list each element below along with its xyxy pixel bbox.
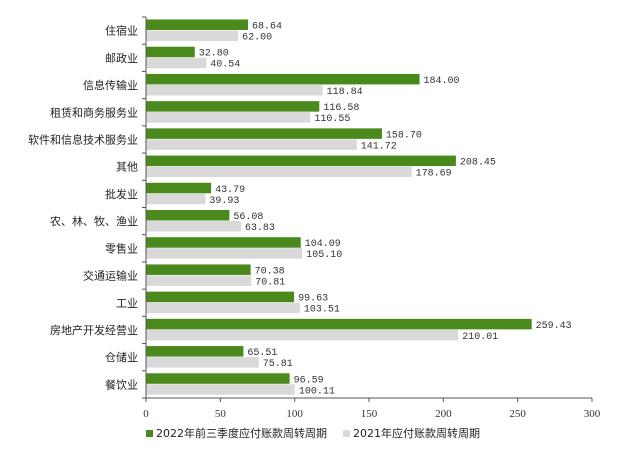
- bar-2021: [146, 302, 300, 314]
- data-label: 32.80: [199, 49, 229, 60]
- bar-2022: [146, 101, 320, 112]
- data-label: 62.00: [242, 33, 272, 44]
- data-label: 39.93: [209, 196, 239, 207]
- x-tick-label: 150: [361, 408, 378, 420]
- bar-2022: [146, 346, 244, 357]
- data-label: 75.81: [263, 359, 293, 370]
- category-label: 租赁和商务服务业: [50, 105, 138, 119]
- data-label: 43.79: [215, 185, 245, 196]
- x-tick-label: 250: [509, 408, 526, 420]
- bar-2022: [146, 264, 251, 275]
- x-tick-label: 100: [286, 408, 303, 420]
- category-label: 零售业: [105, 241, 138, 255]
- data-label: 65.51: [247, 348, 277, 359]
- category-label: 其他: [116, 161, 138, 174]
- bar-2022: [146, 210, 230, 221]
- data-label: 96.59: [294, 375, 324, 386]
- category-label: 住宿业: [105, 24, 138, 38]
- bar-2021: [146, 30, 239, 41]
- category-label: 软件和信息技术服务业: [28, 132, 138, 146]
- data-label: 118.84: [327, 87, 363, 98]
- data-label: 158.70: [386, 130, 422, 141]
- category-label: 邮政业: [105, 51, 138, 65]
- legend-swatch-2021: [343, 430, 350, 437]
- category-label: 交通运输业: [83, 269, 138, 283]
- bar-2021: [146, 221, 241, 232]
- data-label: 210.01: [462, 332, 498, 343]
- category-label: 餐饮业: [105, 377, 138, 391]
- data-label: 259.43: [536, 321, 572, 332]
- data-label: 110.55: [314, 114, 350, 125]
- category-label: 信息传输业: [83, 78, 138, 92]
- bar-2021: [146, 384, 295, 395]
- bar-2021: [146, 112, 311, 123]
- bar-2022: [146, 373, 290, 384]
- bar-2022: [146, 155, 456, 167]
- bar-2021: [146, 139, 357, 150]
- data-label: 208.45: [460, 158, 496, 169]
- data-label: 184.00: [424, 76, 460, 87]
- data-label: 105.10: [306, 250, 342, 261]
- bar-2022: [146, 237, 301, 248]
- data-label: 56.08: [233, 212, 263, 223]
- bar-2022: [146, 291, 295, 303]
- category-label: 仓储业: [105, 350, 138, 364]
- bar-2022: [146, 73, 420, 85]
- bar-2021: [146, 357, 259, 368]
- bar-2021: [146, 193, 206, 205]
- category-label: 房地产开发经营业: [50, 323, 138, 337]
- bar-2022: [146, 182, 212, 194]
- x-tick-label: 50: [215, 408, 227, 420]
- bar-2022: [146, 46, 195, 58]
- data-label: 141.72: [361, 141, 397, 152]
- bar-2021: [146, 166, 412, 178]
- bar-2021: [146, 329, 459, 341]
- data-label: 70.38: [255, 266, 285, 277]
- data-label: 100.11: [299, 386, 335, 397]
- data-label: 68.64: [252, 22, 282, 33]
- bar-2022: [146, 19, 249, 30]
- legend-label-2021: 2021年应付账款周转周期: [353, 426, 480, 440]
- bar-2021: [146, 84, 323, 96]
- data-label: 63.83: [245, 223, 275, 234]
- bar-2021: [146, 57, 207, 69]
- category-label: 工业: [116, 297, 138, 310]
- legend-swatch-2022: [146, 430, 153, 437]
- data-label: 40.54: [210, 60, 240, 71]
- legend-label-2022: 2022年前三季度应付账款周转周期: [156, 426, 327, 440]
- data-label: 104.09: [305, 239, 341, 250]
- bar-2022: [146, 128, 382, 139]
- x-tick-label: 200: [435, 408, 452, 420]
- data-label: 70.81: [255, 277, 285, 288]
- bar-2022: [146, 318, 532, 330]
- data-label: 116.58: [323, 103, 359, 114]
- bar-2021: [146, 248, 303, 259]
- x-tick-label: 0: [143, 408, 149, 420]
- x-tick-label: 300: [584, 408, 601, 420]
- bar-2021: [146, 275, 252, 286]
- data-label: 178.69: [416, 169, 452, 180]
- category-label: 农、林、牧、渔业: [50, 214, 138, 228]
- category-label: 批发业: [105, 187, 138, 201]
- data-label: 99.63: [298, 294, 328, 305]
- data-label: 103.51: [304, 305, 340, 316]
